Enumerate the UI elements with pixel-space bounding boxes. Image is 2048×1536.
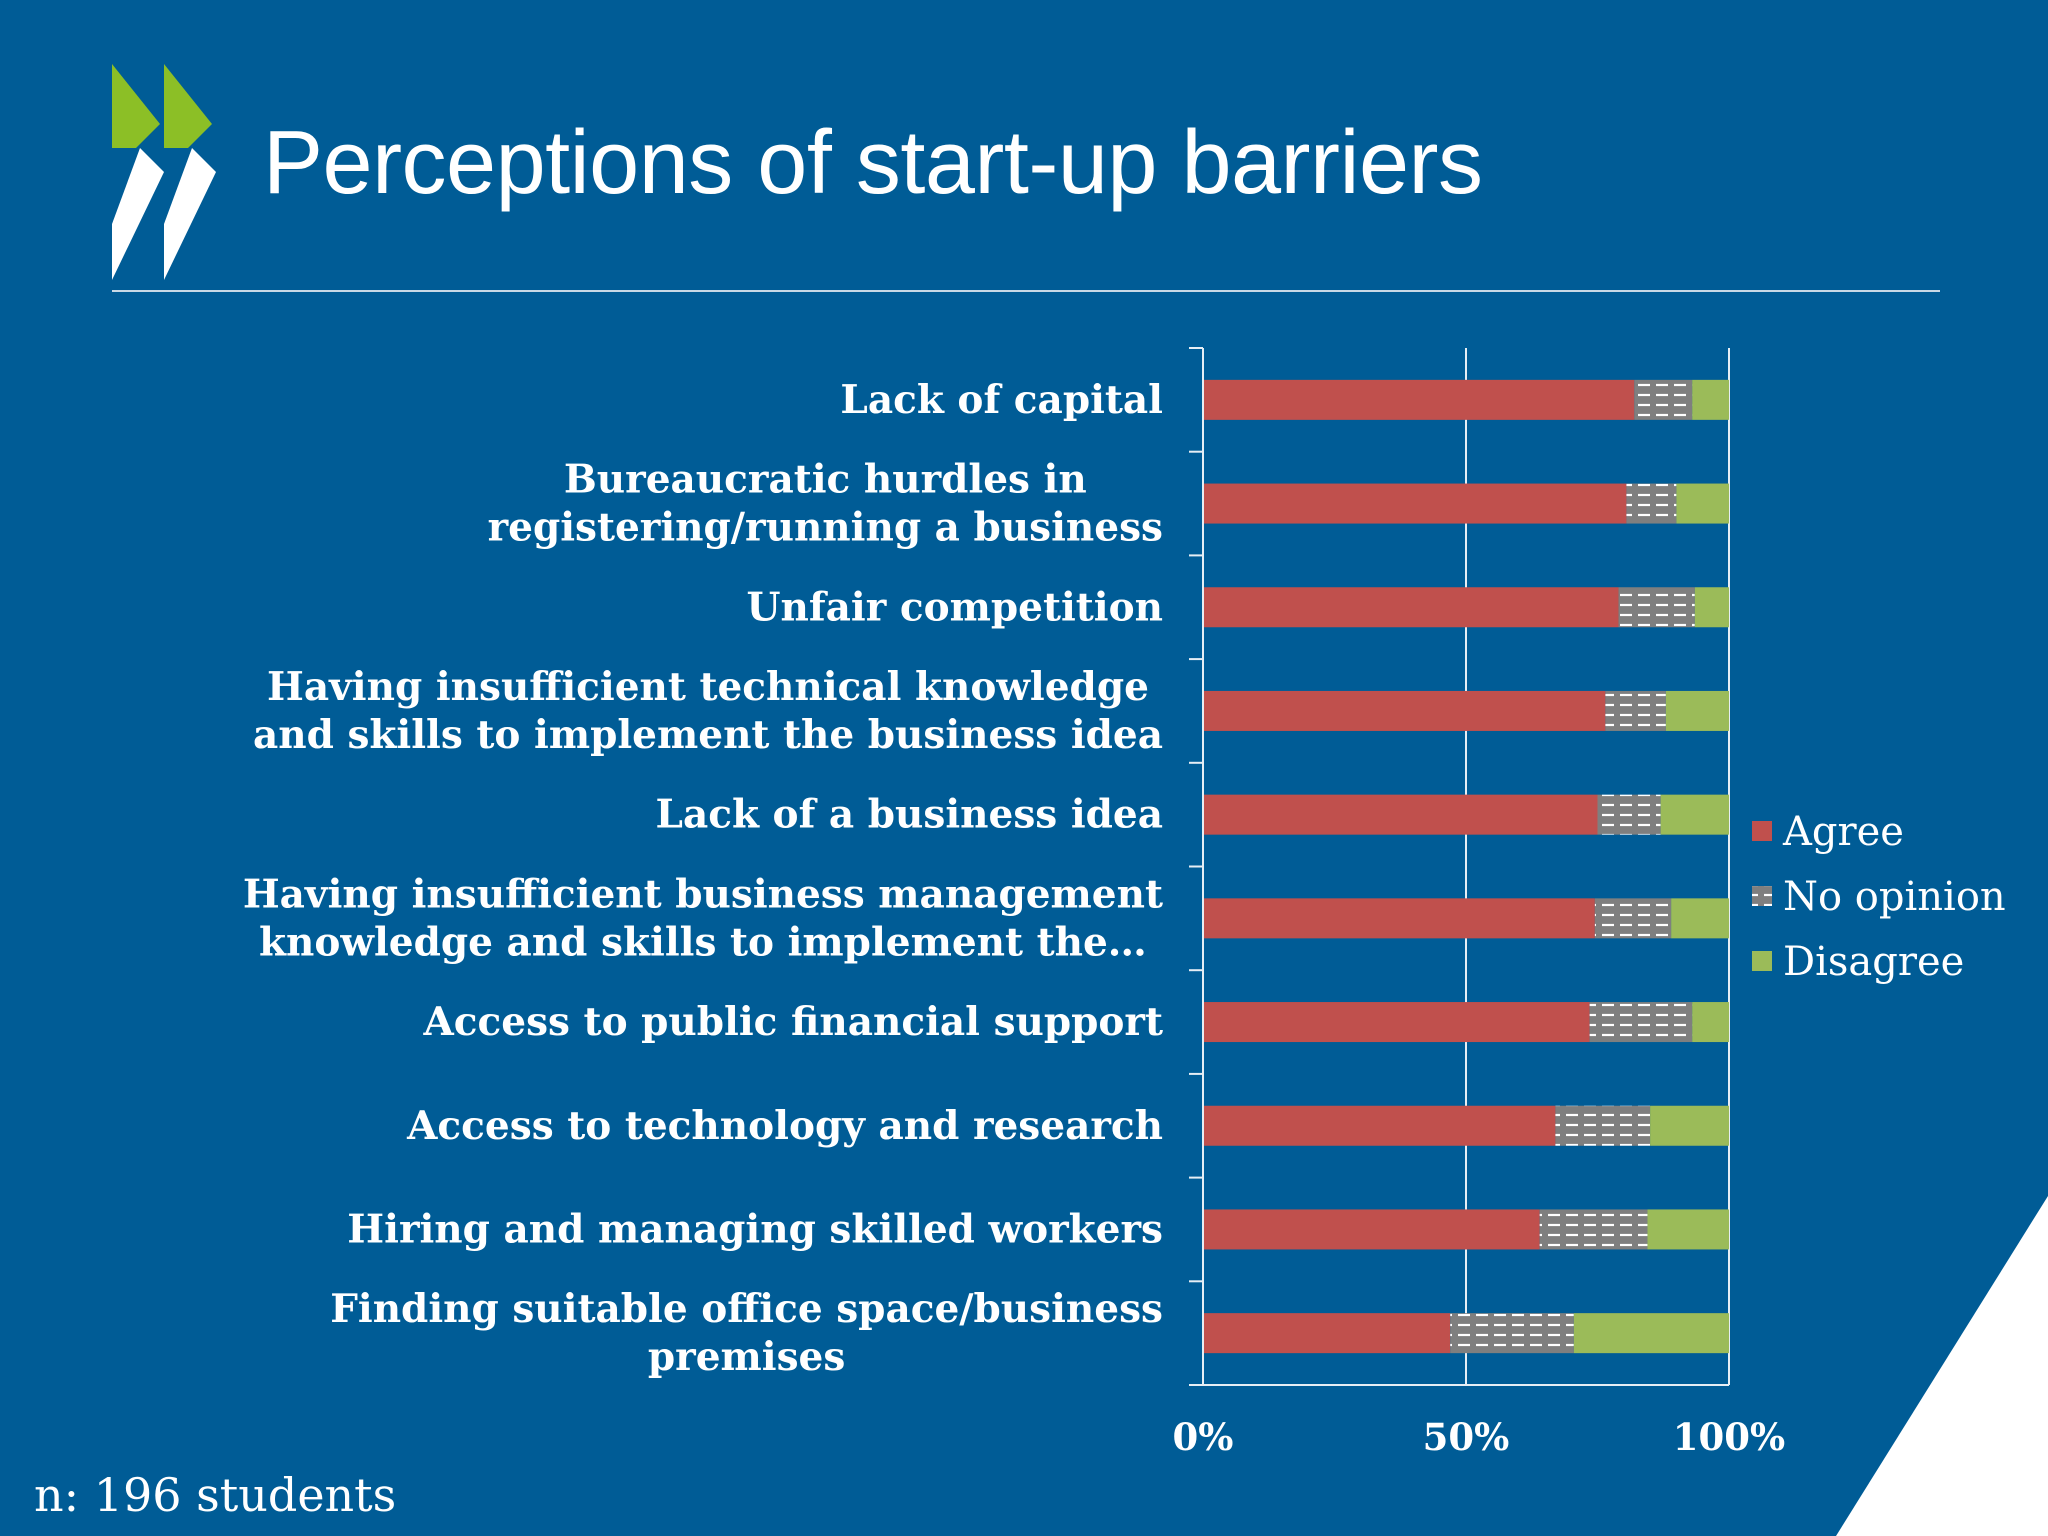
bar-agree-8 bbox=[1203, 1105, 1556, 1146]
bar-no-opinion-10 bbox=[1450, 1313, 1574, 1354]
legend-swatch-disagree bbox=[1752, 951, 1772, 971]
category-label: Unfair competition bbox=[747, 584, 1164, 630]
bar-disagree-9 bbox=[1647, 1209, 1729, 1250]
bar-disagree-10 bbox=[1573, 1313, 1729, 1354]
bar-no-opinion-4 bbox=[1605, 690, 1666, 731]
bar-no-opinion-9 bbox=[1539, 1209, 1648, 1250]
category-label: Lack of capital bbox=[840, 377, 1163, 423]
legend-label-agree: Agree bbox=[1782, 809, 1904, 855]
category-label: Having insufficient technical knowledge a… bbox=[253, 664, 1163, 758]
x-tick-label: 0% bbox=[1173, 1415, 1234, 1459]
bar-agree-10 bbox=[1203, 1313, 1451, 1354]
bar-agree-2 bbox=[1203, 483, 1627, 524]
bar-disagree-3 bbox=[1694, 587, 1729, 628]
category-label: Access to public financial support bbox=[423, 999, 1164, 1045]
category-labels: Lack of capital Bureaucratic hurdles in re… bbox=[243, 377, 1163, 1380]
bar-no-opinion-1 bbox=[1634, 379, 1693, 420]
category-label: Having insufficient business management k… bbox=[243, 871, 1163, 965]
slide-title: Perceptions of start-up barriers bbox=[263, 113, 1483, 213]
legend: Agree No opinion Disagree bbox=[1752, 809, 2006, 985]
x-tick-labels: 0% 50% 100% bbox=[1173, 1415, 1786, 1459]
bar-disagree-7 bbox=[1692, 1002, 1729, 1043]
category-label: Finding suitable office space/business pr… bbox=[330, 1286, 1163, 1380]
bar-no-opinion-7 bbox=[1589, 1002, 1693, 1043]
bar-agree-1 bbox=[1203, 379, 1635, 420]
bar-agree-3 bbox=[1203, 587, 1619, 628]
bar-disagree-8 bbox=[1650, 1105, 1729, 1146]
bar-disagree-4 bbox=[1665, 690, 1729, 731]
bar-agree-4 bbox=[1203, 690, 1606, 731]
bar-disagree-1 bbox=[1692, 379, 1729, 420]
category-label: Hiring and managing skilled workers bbox=[347, 1206, 1163, 1252]
legend-swatch-no-opinion bbox=[1752, 886, 1772, 906]
category-label: Lack of a business idea bbox=[656, 792, 1163, 838]
bar-no-opinion-3 bbox=[1618, 587, 1695, 628]
bar-no-opinion-6 bbox=[1594, 898, 1672, 939]
bar-disagree-5 bbox=[1660, 794, 1729, 835]
category-label: Bureaucratic hurdles in registering/runni… bbox=[488, 457, 1163, 551]
title-divider bbox=[112, 290, 1940, 292]
bar-agree-7 bbox=[1203, 1002, 1590, 1043]
bars bbox=[1203, 379, 1729, 1354]
bar-disagree-2 bbox=[1676, 483, 1729, 524]
legend-swatch-agree bbox=[1752, 821, 1772, 841]
bar-no-opinion-8 bbox=[1555, 1105, 1651, 1146]
bar-disagree-6 bbox=[1671, 898, 1729, 939]
bar-agree-6 bbox=[1203, 898, 1595, 939]
bar-agree-9 bbox=[1203, 1209, 1540, 1250]
category-label: Access to technology and research bbox=[406, 1103, 1163, 1149]
x-tick-label: 100% bbox=[1673, 1415, 1785, 1459]
bar-no-opinion-5 bbox=[1597, 794, 1661, 835]
legend-label-no-opinion: No opinion bbox=[1783, 874, 2006, 920]
sample-size-note: n: 196 students bbox=[34, 1468, 397, 1522]
chevron-logo-icon bbox=[112, 64, 216, 280]
category-axis bbox=[1189, 347, 1729, 1386]
bar-no-opinion-2 bbox=[1626, 483, 1677, 524]
legend-label-disagree: Disagree bbox=[1783, 939, 1964, 985]
x-tick-label: 50% bbox=[1423, 1415, 1510, 1459]
bar-agree-5 bbox=[1203, 794, 1598, 835]
